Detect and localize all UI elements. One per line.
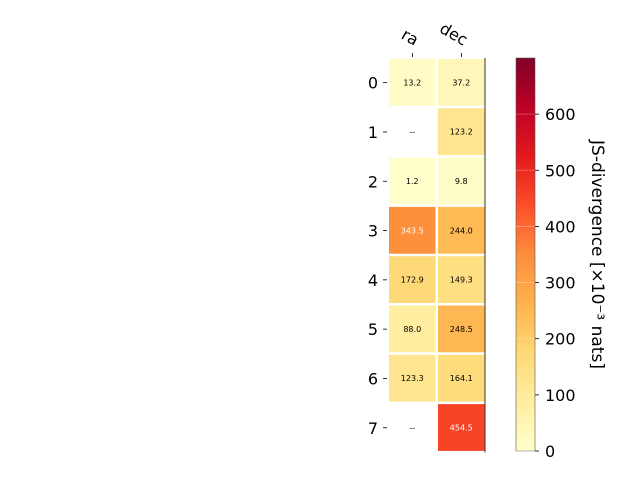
row-tick-label: 6 [368, 369, 378, 388]
colorbar-gradient [515, 57, 536, 452]
cell-value-label: 149.3 [450, 276, 473, 285]
cell-value-label: 9.8 [455, 177, 468, 186]
cell-value-label: 1.2 [406, 177, 419, 186]
heatmap-cell [438, 354, 485, 402]
cell-value-label: 123.3 [401, 374, 424, 383]
colorbar-tick-label: 600 [545, 105, 576, 124]
row-tick-label: 5 [368, 320, 378, 339]
heatmap-cell [389, 354, 436, 402]
cell-value-label: -- [409, 128, 415, 137]
heatmap-cell [389, 305, 436, 353]
colorbar-tick-label: 200 [545, 330, 576, 349]
colorbar: 0 100 200 300 400 500 600 JS-divergence [×10⁻³ … [515, 57, 607, 461]
heatmap-cell [438, 157, 485, 205]
heatmap-cell [438, 59, 485, 106]
colorbar-label: JS-divergence [×10⁻³ nats] [587, 139, 607, 369]
colorbar-tick-label: 500 [545, 161, 576, 180]
cell-value-label: 248.5 [450, 325, 473, 334]
colorbar-tick-label: 100 [545, 386, 576, 405]
cell-value-label: 454.5 [450, 424, 473, 433]
heatmap-cell [438, 404, 485, 451]
heatmap-cell [389, 59, 436, 106]
colorbar-tick-label: 400 [545, 217, 576, 236]
row-tick-label: 3 [368, 222, 378, 241]
cell-value-label: 164.1 [450, 374, 473, 383]
cell-value-label: 172.9 [401, 276, 424, 285]
heatmap-cell [389, 206, 436, 254]
row-tick-label: 7 [368, 419, 378, 438]
heatmap-cell [438, 305, 485, 353]
heatmap-cell [438, 108, 485, 156]
column-tick-label: ra [398, 25, 422, 50]
colorbar-tick-label: 300 [545, 274, 576, 293]
cell-value-label: 244.0 [450, 226, 473, 235]
cell-value-label: -- [409, 424, 415, 433]
cell-value-label: 13.2 [403, 78, 421, 87]
colorbar-tick-label: 0 [545, 442, 555, 461]
heatmap-cell [389, 157, 436, 205]
heatmap-cell [438, 206, 485, 254]
row-tick-label: 4 [368, 271, 378, 290]
column-tick-label: dec [437, 19, 471, 50]
heatmap-grid: 13.2 37.2 -- 123.2 1.2 9.8 343.5 244.0 172.9 149.… [368, 19, 486, 453]
heatmap-cell [438, 256, 485, 303]
row-tick-label: 1 [368, 123, 378, 142]
cell-value-label: 88.0 [403, 325, 421, 334]
row-tick-label: 0 [368, 74, 378, 93]
cell-value-label: 37.2 [452, 78, 470, 87]
heatmap-cell [389, 256, 436, 303]
cell-value-label: 123.2 [450, 128, 473, 137]
cell-value-label: 343.5 [401, 226, 424, 235]
row-tick-label: 2 [368, 172, 378, 191]
